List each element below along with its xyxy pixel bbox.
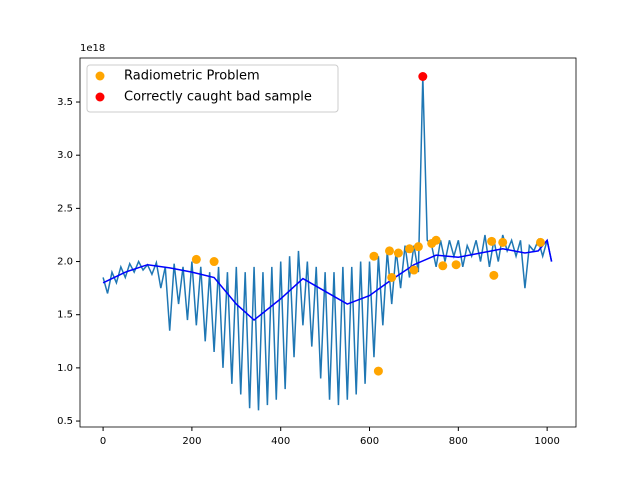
scatter-point <box>418 72 428 82</box>
x-tick-label: 0 <box>100 436 106 447</box>
scatter-point <box>393 248 403 258</box>
y-tick-label: 1.0 <box>57 363 73 374</box>
scatter-point <box>498 237 508 247</box>
scatter-point <box>209 257 219 267</box>
scatter-point <box>489 270 499 280</box>
scatter-point <box>438 261 448 271</box>
scatter-point <box>409 265 419 275</box>
scatter-point <box>451 260 461 270</box>
x-tick-label: 400 <box>271 436 290 447</box>
scatter-point <box>387 272 397 282</box>
x-tick-label: 1000 <box>534 436 559 447</box>
scatter-point <box>431 235 441 245</box>
axes-frame <box>79 57 577 428</box>
scatter-point <box>404 244 414 254</box>
y-tick-label: 2.5 <box>57 203 73 214</box>
scatter-point <box>369 251 379 261</box>
scatter-point <box>413 242 423 252</box>
scatter-point <box>487 236 497 246</box>
x-tick-label: 800 <box>449 436 468 447</box>
scatter-point <box>191 254 201 264</box>
y-tick-label: 2.0 <box>57 257 73 268</box>
y-tick-label: 0.5 <box>57 416 73 427</box>
legend-label: Radiometric Problem <box>124 69 260 84</box>
scatter-point <box>385 246 395 256</box>
x-tick-label: 600 <box>360 436 379 447</box>
data-line <box>102 76 553 411</box>
y-tick-label: 1.5 <box>57 310 73 321</box>
offset-label: 1e18 <box>80 43 105 54</box>
y-tick-label: 3.5 <box>57 97 73 108</box>
scatter-point <box>373 366 383 376</box>
scatter-point <box>535 237 545 247</box>
legend-box <box>86 64 339 113</box>
x-tick-label: 200 <box>182 436 201 447</box>
y-tick-label: 3.0 <box>57 150 73 161</box>
legend-marker <box>95 71 105 81</box>
legend-label: Correctly caught bad sample <box>124 90 312 105</box>
data-line <box>102 238 553 322</box>
legend-marker <box>95 92 105 102</box>
